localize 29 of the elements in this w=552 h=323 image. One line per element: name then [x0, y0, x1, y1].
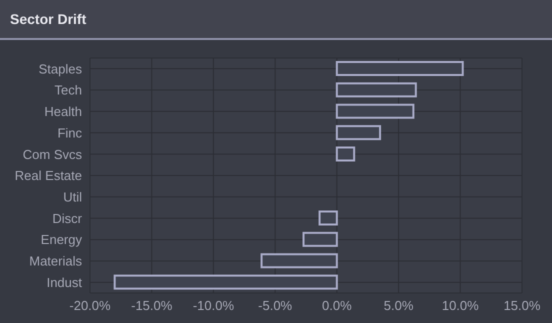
bar [336, 104, 414, 119]
y-tick-label: Discr [52, 210, 83, 226]
y-tick-label: Energy [40, 232, 82, 248]
y-tick-label: Finc [57, 125, 82, 140]
y-tick-label: Tech [54, 82, 82, 98]
chart-title: Sector Drift [0, 0, 552, 40]
bar [318, 210, 338, 226]
x-tick-label: -5.0% [258, 298, 293, 314]
bar [336, 61, 464, 76]
x-tick-label: 5.0% [384, 298, 414, 314]
bar [302, 232, 338, 247]
bar [336, 146, 356, 162]
y-tick-label: Health [44, 104, 82, 120]
x-tick-label: 10.0% [442, 298, 480, 314]
y-tick-label: Materials [29, 254, 82, 269]
y-tick-label: Com Svcs [22, 146, 82, 162]
y-tick-label: Util [63, 189, 82, 204]
bar [336, 125, 382, 140]
bar [114, 274, 338, 290]
x-tick-label: -15.0% [131, 298, 173, 314]
x-tick-label: 0.0% [322, 298, 352, 314]
y-tick-label: Staples [38, 61, 82, 76]
y-tick-label: Indust [46, 274, 82, 290]
x-tick-label: -20.0% [69, 298, 112, 314]
bar [336, 82, 417, 98]
bar [260, 253, 338, 268]
x-tick-label: -10.0% [192, 298, 234, 314]
y-tick-label: Real Estate [14, 168, 82, 184]
x-tick-label: 15.0% [504, 298, 541, 314]
